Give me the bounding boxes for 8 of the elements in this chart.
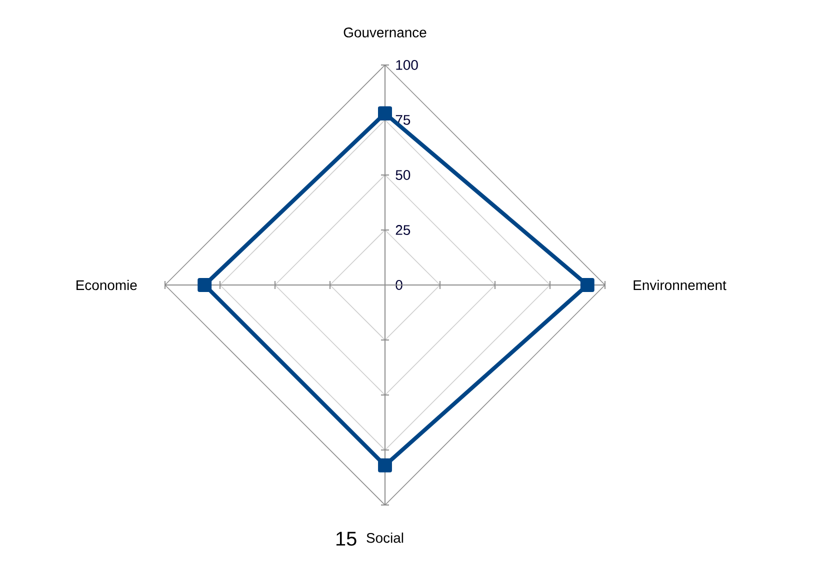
y-tick-label: 25: [396, 225, 410, 235]
spoke-label: Social: [366, 532, 404, 543]
y-tick-label: 100: [396, 60, 418, 70]
text: 15: [336, 532, 356, 546]
spoke-label: Gouvernance: [344, 28, 426, 38]
y-tick-label: 50: [396, 170, 410, 180]
spoke-label: Economie: [76, 280, 137, 290]
spoke-label: Environnement: [634, 280, 726, 290]
